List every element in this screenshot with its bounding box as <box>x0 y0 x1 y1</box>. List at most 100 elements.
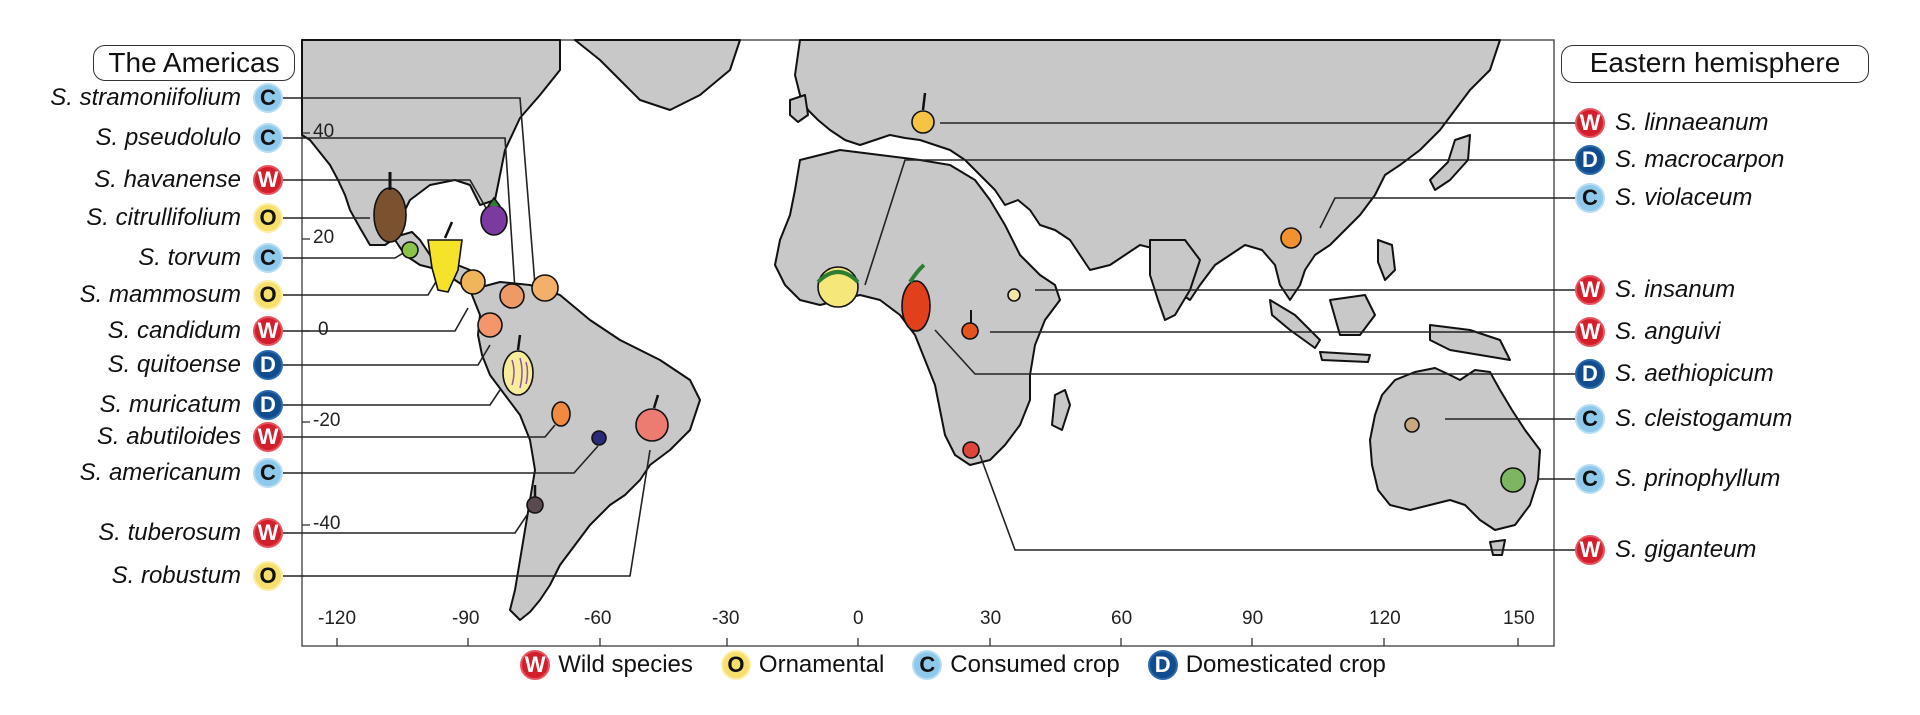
legend-label: Ornamental <box>758 651 885 678</box>
britain <box>789 94 809 123</box>
species-name: S. robustum <box>111 562 241 589</box>
wild-species-badge-icon: W <box>253 316 283 346</box>
species-name: S. aethiopicum <box>1615 360 1774 387</box>
s-americanum-fruit-icon <box>591 430 607 446</box>
s-cleistogamum-fruit-icon <box>1404 417 1420 433</box>
legend-label: Consumed crop <box>950 651 1120 678</box>
japan <box>1429 134 1471 191</box>
s-quitoense-fruit-icon <box>477 312 503 338</box>
species-row-prinophyllum: C S. prinophyllum <box>1575 464 1780 494</box>
species-row-citrullifolium: S. citrullifolium O <box>86 203 283 233</box>
australia <box>1369 367 1541 531</box>
consumed-crop-badge-icon: C <box>253 83 283 113</box>
domesticated-crop-badge-icon: D <box>1147 650 1178 680</box>
x-tick-label: 150 <box>1503 608 1535 629</box>
species-name: S. candidum <box>107 317 241 344</box>
species-name: S. havanense <box>94 166 241 193</box>
x-tick-label: -60 <box>584 608 612 629</box>
species-row-americanum: S. americanum C <box>80 458 283 488</box>
species-name: S. cleistogamum <box>1615 405 1793 432</box>
domesticated-crop-badge-icon: D <box>1575 359 1605 389</box>
y-tick-label: -20 <box>313 410 341 431</box>
eastern-fruit-icons <box>816 92 1526 493</box>
species-row-torvum: S. torvum C <box>138 243 283 273</box>
s-muricatum-fruit-icon <box>502 334 534 396</box>
species-name: S. mammosum <box>79 281 241 308</box>
s-violaceum-americas-purple-fruit-icon <box>480 196 508 236</box>
species-name: S. giganteum <box>1615 536 1757 563</box>
s-candidum-fruit-icon <box>460 269 486 295</box>
species-name: S. muricatum <box>99 391 241 418</box>
species-row-linnaeanum: W S. linnaeanum <box>1575 108 1768 138</box>
legend: W Wild species O Ornamental C Consumed c… <box>0 650 1920 680</box>
species-row-aethiopicum: D S. aethiopicum <box>1575 359 1774 389</box>
legend-item-wild: W Wild species <box>520 650 693 680</box>
s-havanense-fruit-icon <box>373 172 407 243</box>
y-tick-label: 40 <box>313 121 335 142</box>
ornamental-badge-icon: O <box>253 203 283 233</box>
consumed-crop-badge-icon: C <box>253 243 283 273</box>
species-name: S. macrocarpon <box>1615 146 1785 173</box>
ornamental-badge-icon: O <box>253 561 283 591</box>
wild-species-badge-icon: W <box>253 422 283 452</box>
x-tick-label: 90 <box>1242 608 1264 629</box>
species-row-mammosum: S. mammosum O <box>80 280 283 310</box>
domesticated-crop-badge-icon: D <box>253 390 283 420</box>
species-name: S. violaceum <box>1615 184 1753 211</box>
species-row-cleistogamum: C S. cleistogamum <box>1575 404 1792 434</box>
consumed-crop-badge-icon: C <box>1575 404 1605 434</box>
species-row-robustum: S. robustum O <box>112 561 283 591</box>
s-abutiloides-fruit-icon <box>551 401 571 427</box>
s-insanum-fruit-icon <box>1007 288 1021 302</box>
x-tick-label: -30 <box>712 608 740 629</box>
greenland <box>574 39 741 111</box>
x-tick-label: -90 <box>452 608 480 629</box>
species-row-insanum: W S. insanum <box>1575 275 1735 305</box>
x-tick-label: 60 <box>1111 608 1133 629</box>
consumed-crop-badge-icon: C <box>1575 183 1605 213</box>
s-torvum-fruit-icon <box>401 241 419 259</box>
consumed-crop-badge-icon: C <box>253 123 283 153</box>
species-row-quitoense: S. quitoense D <box>108 350 283 380</box>
wild-species-badge-icon: W <box>253 165 283 195</box>
region-header-americas: The Americas <box>93 45 295 81</box>
s-mammosum-fruit-icon <box>427 221 463 293</box>
region-header-eastern: Eastern hemisphere <box>1561 45 1869 83</box>
species-row-violaceum: C S. violaceum <box>1575 183 1752 213</box>
species-name: S. americanum <box>79 459 241 486</box>
s-stramoniifolium-fruit-icon <box>531 274 559 302</box>
tasmania <box>1489 539 1506 556</box>
y-tick-label: 20 <box>313 227 335 248</box>
consumed-crop-badge-icon: C <box>1575 464 1605 494</box>
species-name: S. torvum <box>138 244 241 271</box>
x-tick-label: 120 <box>1369 608 1401 629</box>
species-row-giganteum: W S. giganteum <box>1575 535 1756 565</box>
s-tuberosum-fruit-icon <box>526 485 544 514</box>
wild-species-badge-icon: W <box>520 650 551 680</box>
consumed-crop-badge-icon: C <box>253 458 283 488</box>
x-tick-label: 0 <box>853 608 864 629</box>
americas-fruit-icons <box>373 172 669 514</box>
species-row-tuberosum: S. tuberosum W <box>98 518 283 548</box>
legend-item-ornamental: O Ornamental <box>720 650 885 680</box>
wild-species-badge-icon: W <box>1575 108 1605 138</box>
s-aethiopicum-fruit-icon <box>901 263 931 332</box>
s-violaceum-fruit-icon <box>1280 227 1302 249</box>
species-row-pseudolulo: S. pseudolulo C <box>96 123 283 153</box>
legend-label: Domesticated crop <box>1185 651 1386 678</box>
consumed-crop-badge-icon: C <box>912 650 943 680</box>
wild-species-badge-icon: W <box>1575 535 1605 565</box>
s-anguivi-fruit-icon <box>961 310 979 340</box>
species-row-stramoniifolium: S. stramoniifolium C <box>50 83 283 113</box>
s-macrocarpon-fruit-icon <box>816 266 860 308</box>
x-tick-label: -120 <box>318 608 357 629</box>
madagascar <box>1051 389 1071 431</box>
s-prinophyllum-fruit-icon <box>1500 467 1526 493</box>
s-linnaeanum-fruit-icon <box>911 92 935 134</box>
sumatra <box>1269 299 1321 349</box>
americas-leader-lines <box>283 97 651 577</box>
java <box>1319 351 1371 363</box>
eastern-leader-lines <box>864 122 1590 551</box>
